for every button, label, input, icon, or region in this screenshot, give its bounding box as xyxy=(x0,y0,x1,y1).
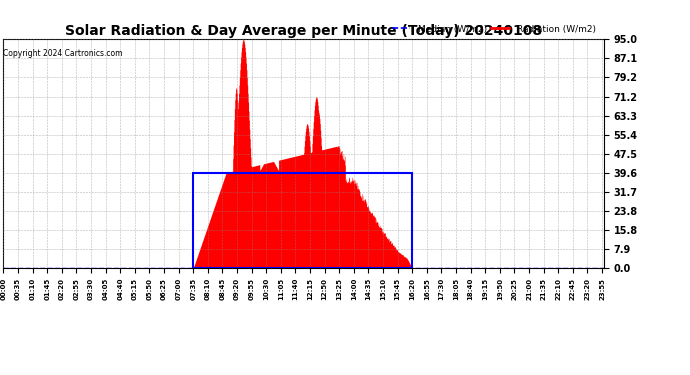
Title: Solar Radiation & Day Average per Minute (Today) 20240108: Solar Radiation & Day Average per Minute… xyxy=(65,24,542,38)
Text: Copyright 2024 Cartronics.com: Copyright 2024 Cartronics.com xyxy=(3,49,123,58)
Legend: Median (W/m2), Radiation (W/m2): Median (W/m2), Radiation (W/m2) xyxy=(389,21,599,37)
Bar xyxy=(193,173,412,268)
